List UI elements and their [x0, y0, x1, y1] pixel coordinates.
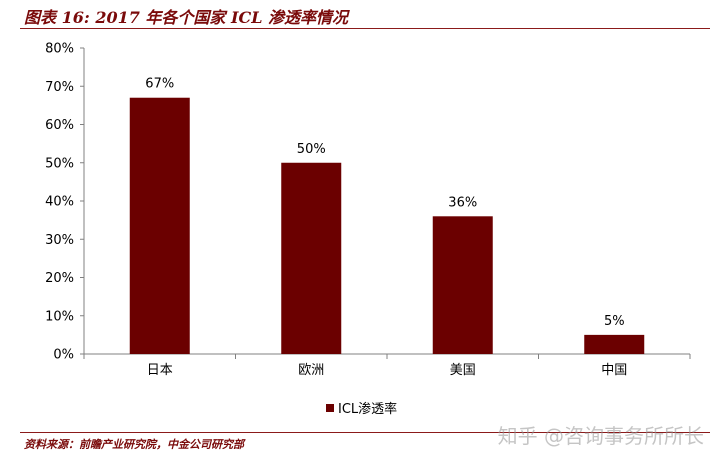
- y-tick-label: 40%: [45, 195, 74, 210]
- x-tick-label: 日本: [147, 363, 173, 378]
- x-tick-label: 中国: [601, 363, 627, 378]
- data-label: 50%: [297, 142, 326, 157]
- y-tick-label: 70%: [45, 80, 74, 95]
- watermark: 知乎 @咨询事务所所长: [497, 424, 704, 448]
- y-tick-label: 60%: [45, 118, 74, 133]
- figure-title: 图表 16: 2017 年各个国家 ICL 渗透率情况: [24, 8, 349, 27]
- top-rule: [20, 28, 710, 29]
- data-label: 67%: [145, 77, 174, 92]
- bar: [129, 97, 190, 354]
- y-tick-label: 30%: [45, 233, 74, 248]
- y-tick-label: 20%: [45, 271, 74, 286]
- x-tick-label: 欧洲: [298, 363, 324, 378]
- data-label: 36%: [448, 195, 477, 210]
- legend-swatch: [326, 403, 334, 412]
- chart-area: 0% 10% 20% 30% 40% 50% 60% 70% 80% 67% 日本 50% 欧洲 36% 美…: [0, 30, 720, 390]
- bar: [281, 162, 342, 354]
- bar-chart: 0% 10% 20% 30% 40% 50% 60% 70% 80% 67% 日本 50% 欧洲 36% 美…: [45, 42, 691, 378]
- legend: ICL渗透率: [326, 398, 397, 417]
- y-tick-label: 0%: [53, 348, 74, 363]
- source-note: 资料来源：前瞻产业研究院，中金公司研究部: [24, 438, 244, 451]
- legend-label: ICL渗透率: [338, 402, 398, 417]
- x-tick-label: 美国: [450, 363, 476, 378]
- bar: [584, 334, 645, 354]
- figure-header: 图表 16: 2017 年各个国家 ICL 渗透率情况: [0, 0, 720, 30]
- data-label: 5%: [604, 314, 625, 329]
- bar: [432, 216, 493, 354]
- bottom-rule: [20, 432, 710, 433]
- y-tick-label: 50%: [45, 156, 74, 171]
- y-tick-label: 80%: [45, 42, 74, 57]
- y-tick-label: 10%: [45, 309, 74, 324]
